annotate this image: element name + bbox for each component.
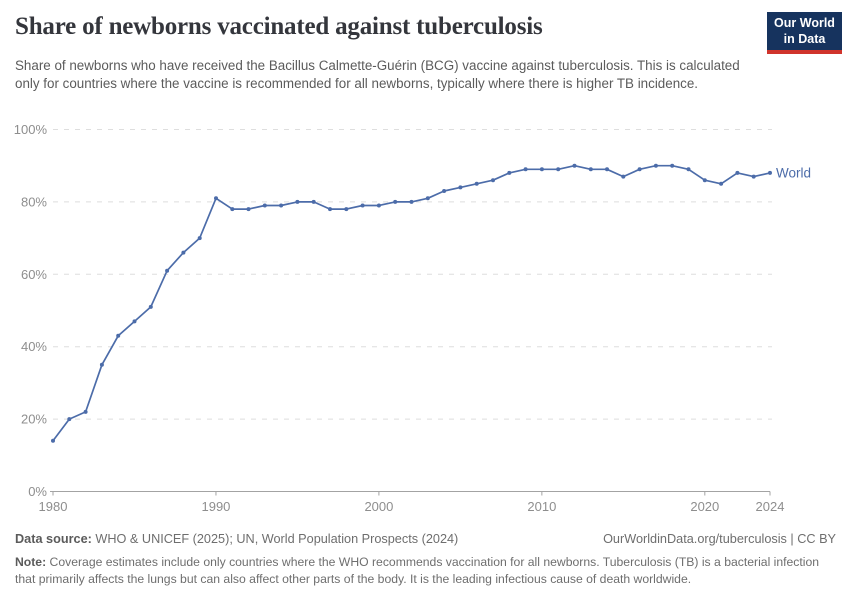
- data-point: [230, 207, 235, 212]
- data-point: [262, 203, 267, 208]
- data-point: [295, 199, 300, 204]
- owid-logo-line1: Our World: [774, 16, 835, 30]
- chart-footer: Data source: WHO & UNICEF (2025); UN, Wo…: [15, 531, 836, 588]
- data-point: [588, 167, 593, 172]
- data-point: [246, 207, 251, 212]
- x-axis-tick-label: 1990: [201, 499, 230, 514]
- data-point: [768, 170, 772, 175]
- data-point: [311, 199, 316, 204]
- data-point: [214, 196, 218, 201]
- series-end-label: World: [776, 165, 811, 180]
- y-axis-tick-label: 100%: [14, 122, 48, 137]
- data-point: [148, 304, 153, 309]
- y-axis-tick-label: 80%: [21, 194, 47, 209]
- data-source-line: Data source: WHO & UNICEF (2025); UN, Wo…: [15, 531, 458, 547]
- data-point: [328, 207, 332, 212]
- world-series-line: [52, 164, 771, 442]
- footer-link[interactable]: OurWorldinData.org/tuberculosis | CC BY: [603, 532, 836, 546]
- data-point: [442, 189, 447, 193]
- data-point: [376, 203, 381, 208]
- x-axis-tick-label: 2000: [364, 499, 393, 514]
- data-point: [360, 203, 365, 208]
- data-point: [409, 199, 414, 204]
- x-axis-tick-label: 1980: [39, 499, 68, 514]
- note-line: Note: Coverage estimates include only co…: [15, 554, 836, 588]
- y-axis-tick-label: 40%: [21, 339, 47, 354]
- data-point: [751, 174, 756, 179]
- note-text: Coverage estimates include only countrie…: [15, 555, 820, 586]
- data-point: [702, 178, 707, 183]
- owid-logo: Our World in Data: [767, 12, 842, 54]
- data-point: [51, 438, 55, 443]
- data-point: [653, 163, 658, 168]
- data-point: [719, 181, 724, 186]
- data-point: [83, 409, 88, 414]
- data-point: [572, 163, 577, 168]
- data-source-text: WHO & UNICEF (2025); UN, World Populatio…: [91, 532, 459, 546]
- x-axis-tick-label: 2024: [756, 499, 785, 514]
- data-source-row: Data source: WHO & UNICEF (2025); UN, Wo…: [15, 531, 836, 547]
- owid-logo-stripe: [767, 50, 842, 54]
- data-point: [507, 170, 512, 175]
- data-point: [197, 236, 202, 241]
- data-point: [735, 170, 740, 175]
- data-point: [458, 185, 463, 190]
- data-point: [344, 207, 349, 212]
- y-axis-tick-label: 0%: [28, 484, 47, 499]
- data-point: [116, 333, 121, 338]
- data-point: [425, 196, 430, 201]
- data-point: [279, 203, 284, 208]
- data-point: [132, 319, 137, 324]
- data-point: [621, 174, 626, 179]
- data-point: [670, 163, 675, 168]
- owid-logo-text: Our World in Data: [767, 12, 842, 50]
- data-point: [165, 268, 170, 273]
- note-label: Note:: [15, 555, 47, 569]
- data-point: [539, 167, 544, 172]
- x-axis-tick-label: 2020: [690, 499, 719, 514]
- data-point: [474, 181, 479, 186]
- data-source-label: Data source:: [15, 532, 92, 546]
- data-point: [67, 417, 72, 422]
- y-axis-tick-label: 60%: [21, 267, 47, 282]
- chart-subtitle: Share of newborns who have received the …: [15, 58, 740, 91]
- data-point: [605, 167, 609, 172]
- data-point: [181, 250, 186, 255]
- data-point: [637, 167, 642, 172]
- x-axis-tick-label: 2010: [527, 499, 556, 514]
- chart-title: Share of newborns vaccinated against tub…: [15, 13, 543, 40]
- data-point: [686, 167, 691, 172]
- line-chart-canvas: 0% 20% 40% 60% 80% 100% 1980 1990 2000 2010 2020 20…: [14, 122, 811, 514]
- y-axis-tick-label: 20%: [21, 412, 47, 427]
- data-point: [393, 199, 398, 204]
- data-point: [99, 362, 104, 367]
- owid-logo-line2: in Data: [783, 31, 826, 46]
- data-point: [523, 167, 528, 172]
- data-point: [491, 178, 495, 183]
- data-point: [556, 167, 561, 172]
